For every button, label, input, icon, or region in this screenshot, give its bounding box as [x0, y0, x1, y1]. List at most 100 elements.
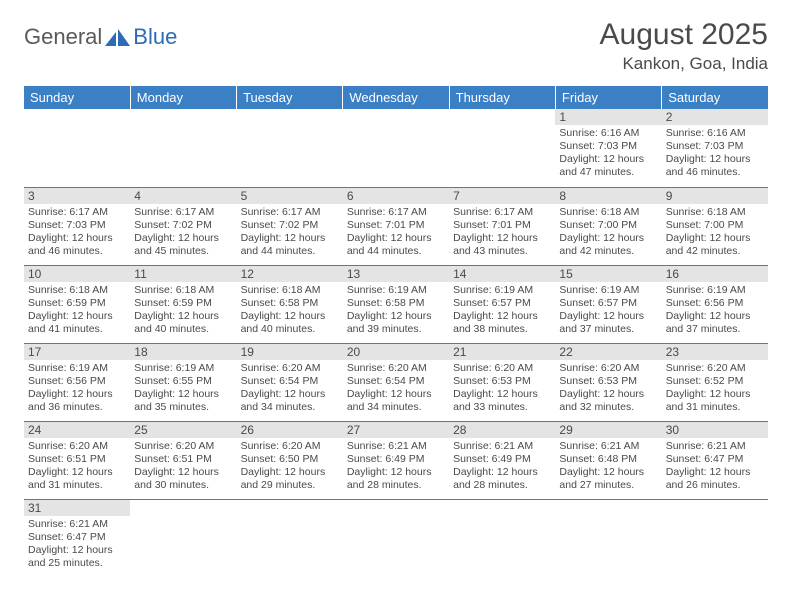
title-block: August 2025 Kankon, Goa, India: [600, 18, 768, 74]
day-number: 28: [449, 422, 555, 438]
day-details: Sunrise: 6:20 AMSunset: 6:53 PMDaylight:…: [449, 360, 555, 419]
day-details: Sunrise: 6:20 AMSunset: 6:51 PMDaylight:…: [130, 438, 236, 497]
calendar-cell: [449, 109, 555, 187]
calendar-cell: 14Sunrise: 6:19 AMSunset: 6:57 PMDayligh…: [449, 265, 555, 343]
day-details: Sunrise: 6:19 AMSunset: 6:56 PMDaylight:…: [24, 360, 130, 419]
day-number: 2: [662, 109, 768, 125]
day-details: Sunrise: 6:17 AMSunset: 7:01 PMDaylight:…: [449, 204, 555, 263]
weekday-header: Saturday: [662, 86, 768, 109]
day-number: 18: [130, 344, 236, 360]
brand-general: General: [24, 24, 102, 50]
day-details: Sunrise: 6:19 AMSunset: 6:57 PMDaylight:…: [449, 282, 555, 341]
day-number: 13: [343, 266, 449, 282]
weekday-header: Tuesday: [237, 86, 343, 109]
brand-logo: General Blue: [24, 24, 177, 50]
sail-icon: [105, 29, 131, 47]
day-number: 3: [24, 188, 130, 204]
day-number: 16: [662, 266, 768, 282]
weekday-header: Wednesday: [343, 86, 449, 109]
day-details: Sunrise: 6:20 AMSunset: 6:53 PMDaylight:…: [555, 360, 661, 419]
calendar-cell: [555, 499, 661, 577]
day-number: 20: [343, 344, 449, 360]
day-number: 23: [662, 344, 768, 360]
day-details: Sunrise: 6:16 AMSunset: 7:03 PMDaylight:…: [662, 125, 768, 184]
calendar-cell: [237, 499, 343, 577]
calendar-cell: 23Sunrise: 6:20 AMSunset: 6:52 PMDayligh…: [662, 343, 768, 421]
calendar-cell: 11Sunrise: 6:18 AMSunset: 6:59 PMDayligh…: [130, 265, 236, 343]
day-details: Sunrise: 6:17 AMSunset: 7:02 PMDaylight:…: [237, 204, 343, 263]
calendar-cell: 25Sunrise: 6:20 AMSunset: 6:51 PMDayligh…: [130, 421, 236, 499]
day-number: 15: [555, 266, 661, 282]
calendar-cell: 2Sunrise: 6:16 AMSunset: 7:03 PMDaylight…: [662, 109, 768, 187]
calendar-cell: 13Sunrise: 6:19 AMSunset: 6:58 PMDayligh…: [343, 265, 449, 343]
day-details: Sunrise: 6:20 AMSunset: 6:51 PMDaylight:…: [24, 438, 130, 497]
weekday-header: Thursday: [449, 86, 555, 109]
weekday-header: Monday: [130, 86, 236, 109]
day-details: Sunrise: 6:19 AMSunset: 6:58 PMDaylight:…: [343, 282, 449, 341]
calendar-row: 3Sunrise: 6:17 AMSunset: 7:03 PMDaylight…: [24, 187, 768, 265]
calendar-cell: 24Sunrise: 6:20 AMSunset: 6:51 PMDayligh…: [24, 421, 130, 499]
day-details: Sunrise: 6:21 AMSunset: 6:47 PMDaylight:…: [662, 438, 768, 497]
calendar-cell: 19Sunrise: 6:20 AMSunset: 6:54 PMDayligh…: [237, 343, 343, 421]
calendar-row: 24Sunrise: 6:20 AMSunset: 6:51 PMDayligh…: [24, 421, 768, 499]
day-number: 10: [24, 266, 130, 282]
calendar-cell: 28Sunrise: 6:21 AMSunset: 6:49 PMDayligh…: [449, 421, 555, 499]
calendar-cell: [343, 499, 449, 577]
brand-blue: Blue: [133, 24, 177, 50]
day-number: 24: [24, 422, 130, 438]
day-number: 26: [237, 422, 343, 438]
day-number: 19: [237, 344, 343, 360]
day-details: Sunrise: 6:20 AMSunset: 6:50 PMDaylight:…: [237, 438, 343, 497]
day-number: 17: [24, 344, 130, 360]
day-number: 7: [449, 188, 555, 204]
calendar-cell: [449, 499, 555, 577]
calendar-table: SundayMondayTuesdayWednesdayThursdayFrid…: [24, 86, 768, 577]
calendar-cell: 12Sunrise: 6:18 AMSunset: 6:58 PMDayligh…: [237, 265, 343, 343]
calendar-body: 1Sunrise: 6:16 AMSunset: 7:03 PMDaylight…: [24, 109, 768, 577]
calendar-cell: 26Sunrise: 6:20 AMSunset: 6:50 PMDayligh…: [237, 421, 343, 499]
day-details: Sunrise: 6:18 AMSunset: 6:59 PMDaylight:…: [24, 282, 130, 341]
calendar-cell: 15Sunrise: 6:19 AMSunset: 6:57 PMDayligh…: [555, 265, 661, 343]
day-details: Sunrise: 6:21 AMSunset: 6:48 PMDaylight:…: [555, 438, 661, 497]
calendar-row: 1Sunrise: 6:16 AMSunset: 7:03 PMDaylight…: [24, 109, 768, 187]
day-details: Sunrise: 6:18 AMSunset: 6:58 PMDaylight:…: [237, 282, 343, 341]
day-number: 31: [24, 500, 130, 516]
calendar-cell: 8Sunrise: 6:18 AMSunset: 7:00 PMDaylight…: [555, 187, 661, 265]
day-details: Sunrise: 6:19 AMSunset: 6:55 PMDaylight:…: [130, 360, 236, 419]
day-details: Sunrise: 6:18 AMSunset: 7:00 PMDaylight:…: [662, 204, 768, 263]
weekday-header-row: SundayMondayTuesdayWednesdayThursdayFrid…: [24, 86, 768, 109]
day-number: 4: [130, 188, 236, 204]
calendar-cell: 7Sunrise: 6:17 AMSunset: 7:01 PMDaylight…: [449, 187, 555, 265]
calendar-cell: 16Sunrise: 6:19 AMSunset: 6:56 PMDayligh…: [662, 265, 768, 343]
day-number: 1: [555, 109, 661, 125]
calendar-cell: 1Sunrise: 6:16 AMSunset: 7:03 PMDaylight…: [555, 109, 661, 187]
day-details: Sunrise: 6:18 AMSunset: 6:59 PMDaylight:…: [130, 282, 236, 341]
calendar-cell: 10Sunrise: 6:18 AMSunset: 6:59 PMDayligh…: [24, 265, 130, 343]
day-details: Sunrise: 6:20 AMSunset: 6:52 PMDaylight:…: [662, 360, 768, 419]
day-number: 22: [555, 344, 661, 360]
day-details: Sunrise: 6:17 AMSunset: 7:03 PMDaylight:…: [24, 204, 130, 263]
calendar-cell: 4Sunrise: 6:17 AMSunset: 7:02 PMDaylight…: [130, 187, 236, 265]
calendar-cell: 29Sunrise: 6:21 AMSunset: 6:48 PMDayligh…: [555, 421, 661, 499]
day-number: 5: [237, 188, 343, 204]
calendar-cell: [24, 109, 130, 187]
day-number: 8: [555, 188, 661, 204]
day-details: Sunrise: 6:20 AMSunset: 6:54 PMDaylight:…: [237, 360, 343, 419]
calendar-row: 10Sunrise: 6:18 AMSunset: 6:59 PMDayligh…: [24, 265, 768, 343]
day-details: Sunrise: 6:21 AMSunset: 6:49 PMDaylight:…: [343, 438, 449, 497]
day-details: Sunrise: 6:19 AMSunset: 6:57 PMDaylight:…: [555, 282, 661, 341]
calendar-cell: 5Sunrise: 6:17 AMSunset: 7:02 PMDaylight…: [237, 187, 343, 265]
location-label: Kankon, Goa, India: [600, 54, 768, 74]
day-number: 11: [130, 266, 236, 282]
calendar-cell: 22Sunrise: 6:20 AMSunset: 6:53 PMDayligh…: [555, 343, 661, 421]
day-number: 14: [449, 266, 555, 282]
day-details: Sunrise: 6:19 AMSunset: 6:56 PMDaylight:…: [662, 282, 768, 341]
calendar-cell: 6Sunrise: 6:17 AMSunset: 7:01 PMDaylight…: [343, 187, 449, 265]
calendar-cell: 17Sunrise: 6:19 AMSunset: 6:56 PMDayligh…: [24, 343, 130, 421]
calendar-row: 31Sunrise: 6:21 AMSunset: 6:47 PMDayligh…: [24, 499, 768, 577]
day-number: 12: [237, 266, 343, 282]
day-number: 30: [662, 422, 768, 438]
calendar-cell: 31Sunrise: 6:21 AMSunset: 6:47 PMDayligh…: [24, 499, 130, 577]
calendar-cell: 18Sunrise: 6:19 AMSunset: 6:55 PMDayligh…: [130, 343, 236, 421]
calendar-cell: 27Sunrise: 6:21 AMSunset: 6:49 PMDayligh…: [343, 421, 449, 499]
